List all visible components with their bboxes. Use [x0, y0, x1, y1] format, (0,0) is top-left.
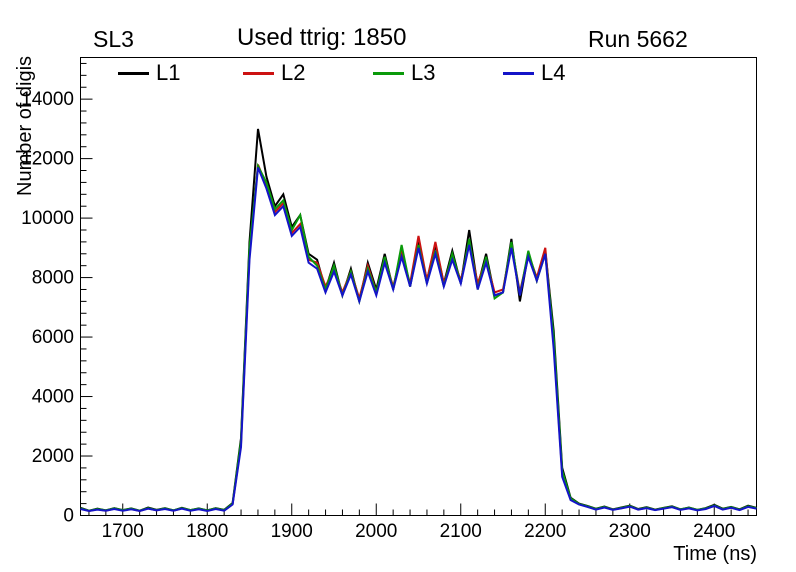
legend-line-icon	[503, 71, 534, 75]
series-line-L3	[80, 162, 757, 512]
legend-label: L4	[541, 60, 566, 85]
y-tick-label: 6000	[32, 327, 74, 348]
legend-line-icon	[118, 71, 149, 75]
legend: L1 L2 L3 L4	[80, 60, 757, 90]
y-tick-label: 14000	[21, 89, 74, 110]
legend-item-L4: L4	[503, 60, 565, 86]
y-axis-title: Number of digis	[14, 55, 36, 196]
series-line-L4	[80, 167, 757, 513]
x-tick-label: 2200	[524, 521, 566, 542]
legend-item-L3: L3	[373, 60, 435, 86]
x-tick-label: 1800	[186, 521, 228, 542]
plot-title: Used ttrig: 1850	[237, 24, 407, 51]
legend-item-L1: L1	[118, 60, 180, 86]
x-tick-label: 2300	[609, 521, 651, 542]
legend-label: L1	[156, 60, 181, 85]
x-axis-title: Time (ns)	[673, 543, 757, 565]
legend-item-L2: L2	[243, 60, 305, 86]
x-tick-label: 1900	[271, 521, 313, 542]
legend-label: L3	[411, 60, 436, 85]
x-tick-label: 2400	[693, 521, 735, 542]
y-tick-label: 8000	[32, 268, 74, 289]
y-tick-label: 0	[63, 506, 74, 527]
superlayer-title: SL3	[93, 26, 134, 52]
run-number-label: Run 5662	[588, 26, 688, 52]
y-tick-label: 10000	[21, 208, 74, 229]
y-tick-label: 2000	[32, 446, 74, 467]
y-tick-label: 4000	[32, 387, 74, 408]
plot-frame	[80, 57, 757, 516]
x-tick-label: 2000	[355, 521, 397, 542]
x-tick-label: 2100	[440, 521, 482, 542]
series-line-L1	[80, 128, 757, 512]
legend-line-icon	[373, 71, 404, 75]
series-line-L2	[80, 164, 757, 513]
x-tick-label: 1700	[102, 521, 144, 542]
legend-label: L2	[281, 60, 306, 85]
y-tick-label: 12000	[21, 149, 74, 170]
legend-line-icon	[243, 71, 274, 75]
